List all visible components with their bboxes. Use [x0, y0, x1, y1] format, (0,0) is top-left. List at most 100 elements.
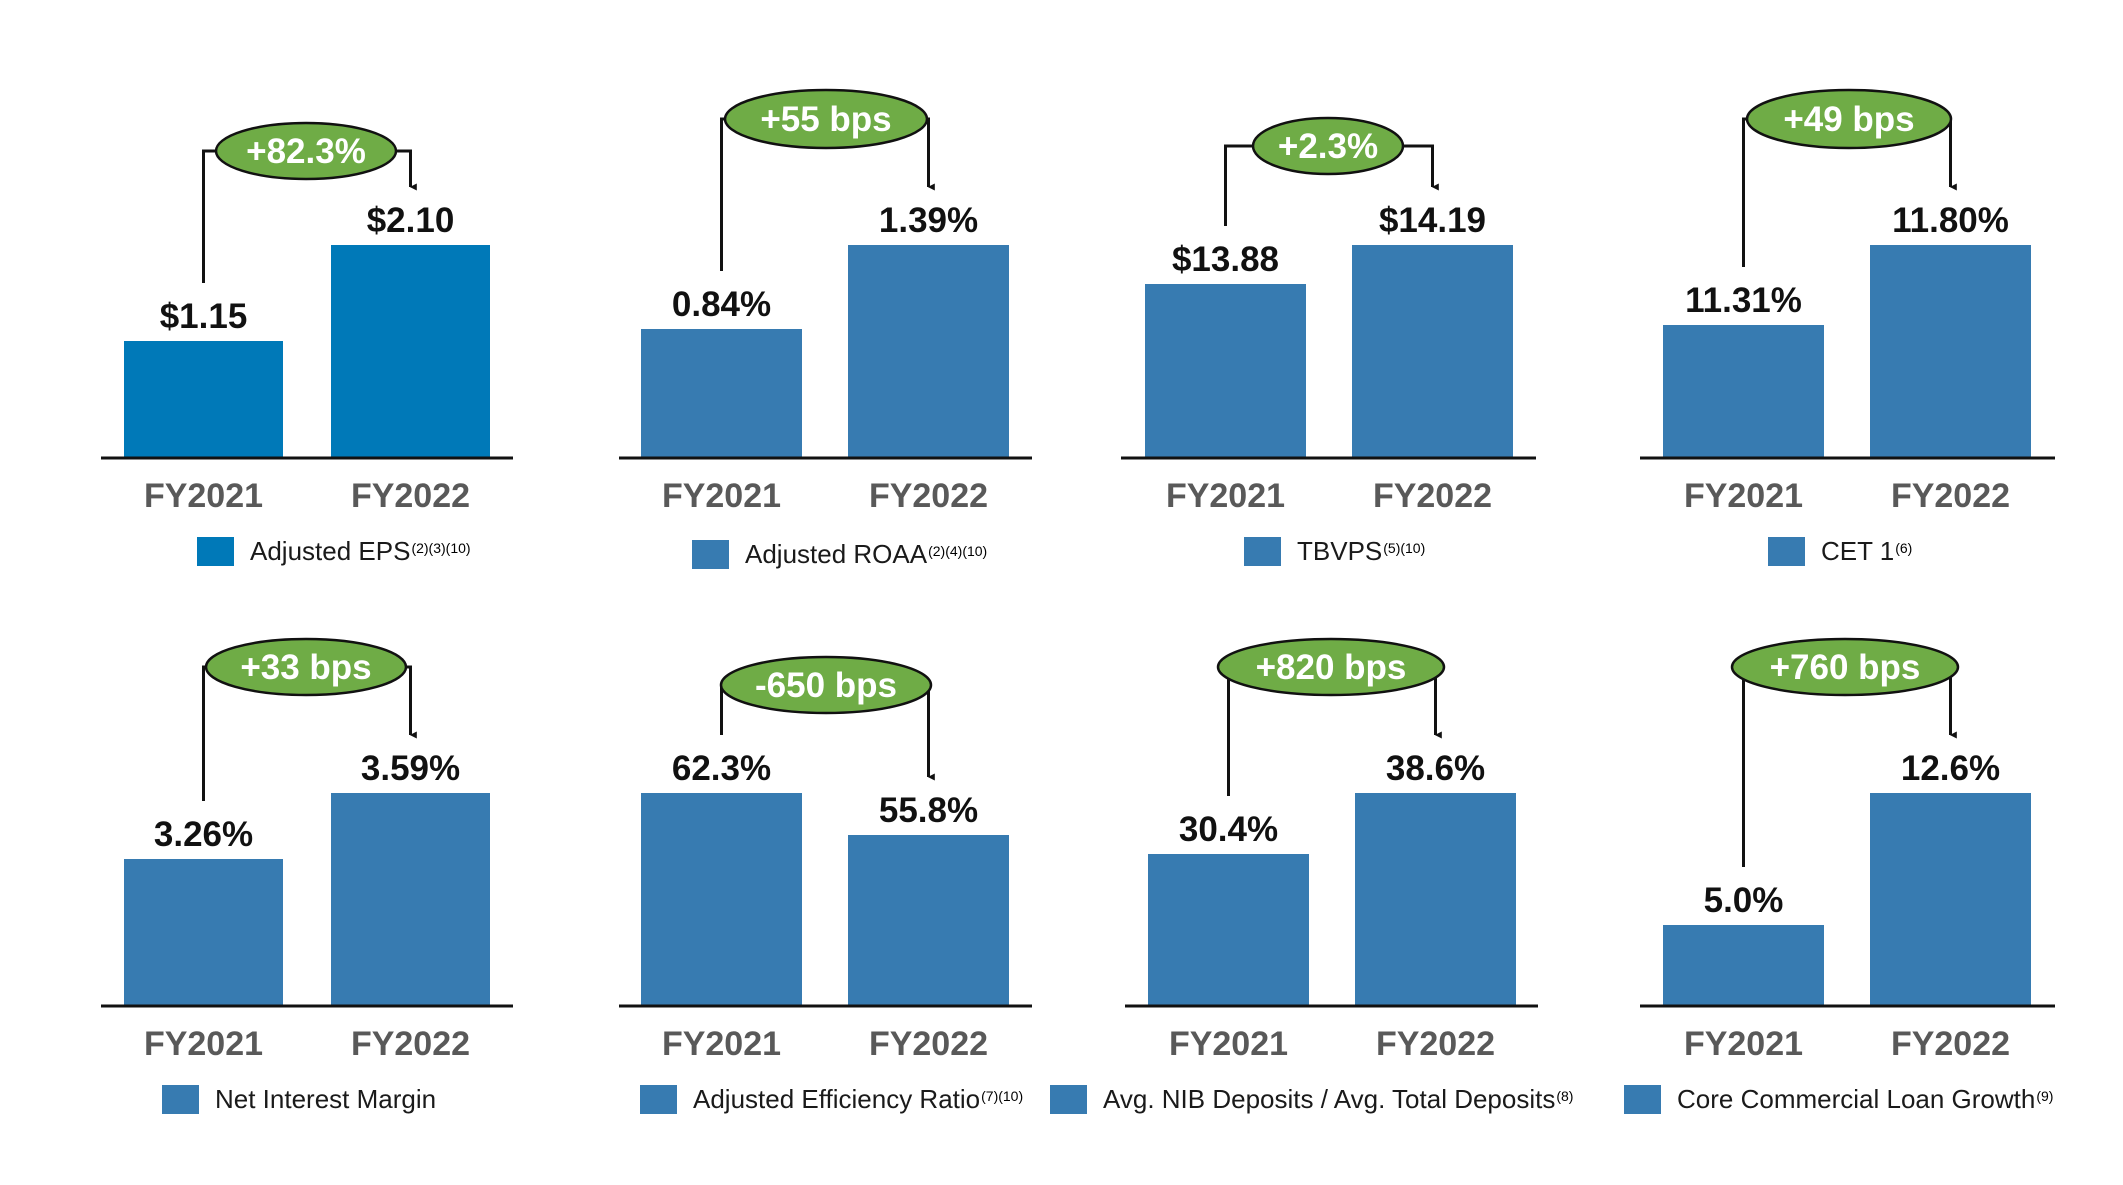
legend-label: Net Interest Margin [215, 1083, 437, 1114]
x-tick-label: FY2022 [869, 477, 988, 515]
value-label: 62.3% [672, 749, 771, 788]
bar-tbvps-fy2021 [1145, 284, 1306, 458]
legend-eff: Adjusted Efficiency Ratio (7)(10) [640, 1084, 1023, 1114]
value-label: 11.31% [1685, 281, 1802, 320]
legend-footnote-ref: (7)(10) [981, 1088, 1024, 1104]
change-badge [723, 88, 929, 150]
legend-swatch [197, 536, 234, 566]
bar-nib-fy2022 [1355, 793, 1516, 1006]
chart-nib: 30.4% FY2021 38.6% FY2022 +820 bps [1125, 637, 1538, 1063]
legend-footnote-ref: (2)(4)(10) [928, 543, 988, 559]
x-tick-label: FY2022 [351, 1025, 470, 1063]
chart-eff: 62.3% FY2021 55.8% FY2022 -650 bps [619, 655, 1032, 1063]
legend-nim: Net Interest Margin [162, 1084, 436, 1114]
value-label: 5.0% [1704, 881, 1784, 920]
value-label: $1.15 [160, 297, 248, 336]
x-tick-label: FY2021 [662, 1025, 781, 1063]
legend-label: Adjusted ROAA [745, 538, 928, 569]
value-label: 55.8% [879, 791, 978, 830]
x-tick-label: FY2021 [1684, 1025, 1803, 1063]
x-tick-label: FY2022 [869, 1025, 988, 1063]
change-badge [214, 121, 398, 181]
legend-swatch [640, 1084, 677, 1114]
change-badge [1730, 637, 1960, 697]
legend-swatch [692, 539, 729, 569]
legend-footnote-ref: (8) [1556, 1088, 1574, 1104]
legend-swatch [162, 1084, 199, 1114]
change-label: +49 bps [1783, 100, 1914, 139]
legend-loan: Core Commercial Loan Growth (9) [1624, 1084, 2053, 1114]
value-label: $2.10 [367, 201, 455, 240]
x-tick-label: FY2021 [144, 1025, 263, 1063]
charts-layer: $1.15FY2021$2.10FY2022+82.3%0.84%FY20211… [101, 88, 2055, 1063]
bar-loan-fy2022 [1870, 793, 2031, 1006]
legend-cet1: CET 1 (6) [1768, 536, 1912, 566]
value-label: 0.84% [672, 285, 771, 324]
change-badge [1216, 637, 1446, 697]
bar-eps-fy2021 [124, 341, 283, 458]
value-label: $14.19 [1379, 201, 1486, 240]
bar-roaa-fy2021 [641, 329, 802, 458]
x-tick-label: FY2021 [144, 477, 263, 515]
x-tick-label: FY2021 [1166, 477, 1285, 515]
legend-footnote-ref: (9) [2036, 1088, 2054, 1104]
change-label: +820 bps [1256, 648, 1407, 687]
x-tick-label: FY2022 [1891, 1025, 2010, 1063]
value-label: 12.6% [1901, 749, 2000, 788]
legend-label: Avg. NIB Deposits / Avg. Total Deposits [1103, 1083, 1556, 1114]
legend-swatch [1050, 1084, 1087, 1114]
bar-eff-fy2022 [848, 835, 1009, 1006]
value-label: 30.4% [1179, 810, 1278, 849]
x-tick-label: FY2022 [1376, 1025, 1495, 1063]
legend-nib: Avg. NIB Deposits / Avg. Total Deposits(… [1050, 1084, 1573, 1114]
legend-label: CET 1 [1821, 535, 1895, 566]
legend-tbvps: TBVPS (5)(10) [1244, 536, 1425, 566]
bar-roaa-fy2022 [848, 245, 1009, 458]
change-label: +55 bps [760, 100, 891, 139]
change-label: +33 bps [240, 648, 371, 687]
x-tick-label: FY2021 [1684, 477, 1803, 515]
legend-label: TBVPS [1297, 535, 1383, 566]
value-label: $13.88 [1172, 240, 1279, 279]
bar-eps-fy2022 [331, 245, 490, 458]
chart-loan: 5.0% FY2021 12.6% FY2022 +760 bps [1640, 637, 2055, 1063]
change-badge [204, 637, 408, 697]
bar-cet1-fy2021 [1663, 325, 1824, 458]
bar-nib-fy2021 [1148, 854, 1309, 1006]
x-tick-label: FY2021 [662, 477, 781, 515]
change-badge [1251, 116, 1405, 176]
x-tick-label: FY2021 [1169, 1025, 1288, 1063]
value-label: 11.80% [1892, 201, 2009, 240]
change-label: +2.3% [1278, 127, 1378, 166]
change-label: +760 bps [1770, 648, 1921, 687]
chart-eps: $1.15 FY2021 $2.10 FY2022 +82.3% [101, 121, 513, 515]
chart-cet1: 11.31% FY2021 11.80% FY2022 +49 bps [1640, 88, 2055, 515]
chart-roaa: 0.84% FY2021 1.39% FY2022 +55 bps [619, 88, 1032, 515]
legend-roaa: Adjusted ROAA (2)(4)(10) [692, 539, 987, 569]
change-badge [1745, 88, 1953, 150]
x-tick-label: FY2022 [351, 477, 470, 515]
bar-tbvps-fy2022 [1352, 245, 1513, 458]
x-tick-label: FY2022 [1373, 477, 1492, 515]
legend-swatch [1624, 1084, 1661, 1114]
bar-cet1-fy2022 [1870, 245, 2031, 458]
chart-tbvps: $13.88 FY2021 $14.19 FY2022 +2.3% [1121, 116, 1536, 515]
chart-nim: 3.26% FY2021 3.59% FY2022 +33 bps [101, 637, 513, 1063]
bar-nim-fy2021 [124, 859, 283, 1006]
change-label: -650 bps [755, 666, 897, 705]
x-tick-label: FY2022 [1891, 477, 2010, 515]
value-label: 3.26% [154, 815, 253, 854]
change-badge [719, 655, 933, 715]
value-label: 3.59% [361, 749, 460, 788]
legend-label: Adjusted Efficiency Ratio [693, 1083, 981, 1114]
legend-eps: Adjusted EPS (2)(3)(10) [197, 536, 471, 566]
legend-swatch [1768, 536, 1805, 566]
legend-footnote-ref: (2)(3)(10) [411, 540, 471, 556]
legend-footnote-ref: (6) [1895, 540, 1913, 556]
legend-label: Core Commercial Loan Growth [1677, 1083, 2036, 1114]
change-label: +82.3% [246, 132, 366, 171]
bar-eff-fy2021 [641, 793, 802, 1006]
legend-swatch [1244, 536, 1281, 566]
legend-label: Adjusted EPS [250, 535, 411, 566]
